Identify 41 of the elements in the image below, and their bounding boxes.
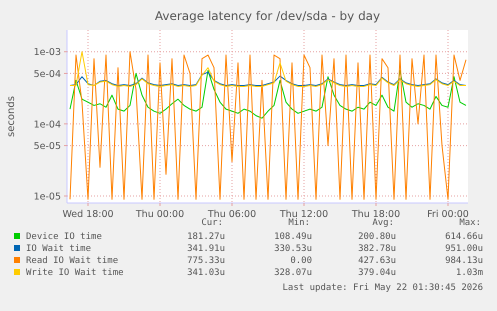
- text: 427.63u: [358, 256, 396, 266]
- text: 379.04u: [358, 268, 396, 278]
- legend-label: IO Wait time: [26, 244, 92, 254]
- text: 951.00u: [445, 244, 483, 254]
- text: 181.27u: [187, 232, 225, 242]
- text: Last update: Fri May 22 01:30:45 2026: [282, 283, 483, 293]
- legend-label: Device IO time: [26, 232, 102, 242]
- x-tick-label: Thu 00:00: [134, 209, 184, 220]
- line-series: [70, 51, 466, 200]
- legend-label: Read IO Wait time: [26, 256, 118, 266]
- line-series: [70, 70, 466, 119]
- legend-label: Write IO Wait time: [26, 268, 124, 278]
- text: 382.78u: [358, 244, 396, 254]
- y-tick-label: 1e-05: [34, 192, 61, 203]
- line-series: [70, 51, 466, 87]
- x-tick-label: Fri 00:00: [427, 209, 469, 220]
- y-axis-title: seconds: [6, 96, 17, 137]
- text: 200.80u: [358, 232, 396, 242]
- text: Max:: [459, 218, 481, 228]
- text: 328.07u: [274, 268, 312, 278]
- text: 775.33u: [187, 256, 225, 266]
- x-tick-label: Thu 06:00: [206, 209, 256, 220]
- line-series: [70, 72, 466, 86]
- text: 341.03u: [187, 268, 225, 278]
- text: 1.03m: [456, 268, 483, 278]
- y-tick-label: 5e-04: [34, 68, 61, 80]
- chart-title: Average latency for /dev/sda - by day: [154, 9, 380, 23]
- text: 108.49u: [274, 232, 312, 242]
- y-tick-label: 5e-05: [34, 141, 61, 152]
- text: Cur:: [201, 218, 223, 228]
- text: Min:: [288, 218, 310, 228]
- text: 0.00: [290, 256, 312, 266]
- x-tick-label: Thu 18:00: [350, 209, 400, 220]
- text: 330.53u: [274, 244, 312, 254]
- y-tick-label: 1e-04: [34, 119, 61, 130]
- y-tick-label: 1e-03: [34, 47, 61, 58]
- x-tick-label: Wed 18:00: [62, 209, 114, 220]
- text: Avg:: [372, 218, 394, 228]
- text: 341.91u: [187, 244, 225, 254]
- text: 984.13u: [445, 256, 483, 266]
- text: 614.66u: [445, 232, 483, 242]
